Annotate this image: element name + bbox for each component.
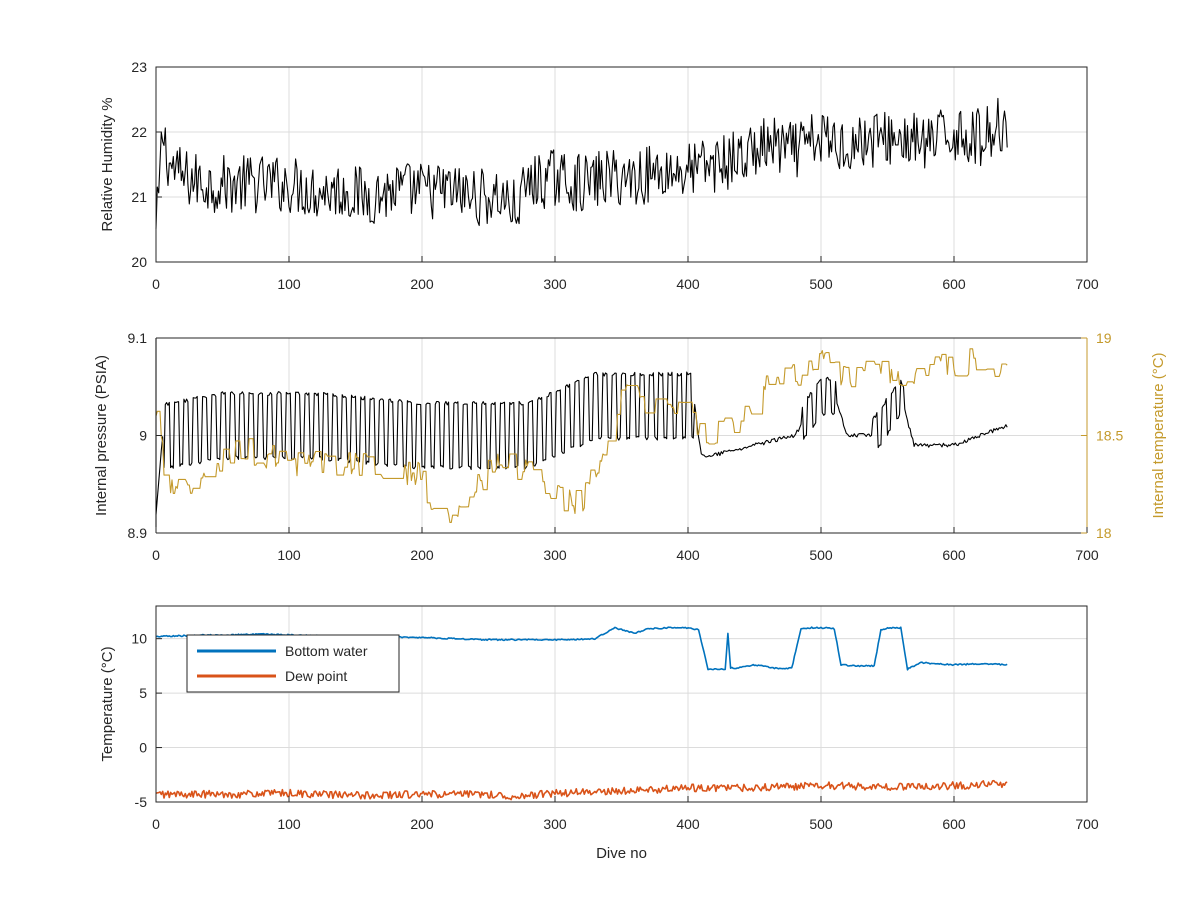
humidity-plot-area (156, 67, 1087, 262)
humidity-series-group (155, 97, 1008, 229)
humidity-y-axis-label: Relative Humidity % (99, 97, 116, 231)
x-tick-label: 500 (809, 547, 833, 563)
x-tick-label: 100 (277, 816, 301, 832)
pressure-series-group (155, 348, 1008, 523)
humidity-panel: 0 100 200 300 400 500 600 700 20 21 22 23 Relative… (99, 59, 1099, 292)
temperature-y-axis-label: Temperature (°C) (99, 646, 116, 761)
x-tick-label: 700 (1075, 816, 1099, 832)
y-tick-label: -5 (135, 794, 148, 810)
pressure-y-ticks: 8.9 9 9.1 (128, 330, 162, 541)
right-y-tick-label: 18 (1096, 525, 1112, 541)
x-tick-label: 200 (410, 816, 434, 832)
x-tick-label: 0 (152, 816, 160, 832)
humidity-axes-box (155, 66, 1088, 263)
pressure-panel: 0 100 200 300 400 500 600 700 8.999.1 1818.519 … (93, 330, 1167, 563)
x-tick-label: 200 (410, 276, 434, 292)
legend-label-bottom-water: Bottom water (285, 643, 368, 659)
x-tick-label: 600 (942, 816, 966, 832)
y-tick-label: 22 (131, 124, 147, 140)
temperature-x-ticks: 0 100 200 300 400 500 600 700 (152, 796, 1099, 832)
x-tick-label: 400 (676, 816, 700, 832)
x-tick-label: 400 (676, 547, 700, 563)
series-line-dew-point (155, 779, 1008, 801)
legend-box (186, 634, 400, 693)
humidity-x-ticks: 0 100 200 300 400 500 600 700 (152, 256, 1099, 292)
x-tick-label: 100 (277, 276, 301, 292)
x-tick-label: 0 (152, 547, 160, 563)
temperature-y-ticks: -5 0 5 10 (131, 631, 162, 810)
y-tick-label: 9.1 (128, 330, 148, 346)
pressure-y-axis-label: Internal pressure (PSIA) (93, 355, 110, 516)
x-tick-label: 500 (809, 816, 833, 832)
x-tick-label: 700 (1075, 547, 1099, 563)
right-y-tick-label: 19 (1096, 330, 1112, 346)
x-tick-label: 600 (942, 276, 966, 292)
temperature-right-ticks: 18 18.5 19 (1081, 330, 1123, 541)
pressure-x-ticks: 0 100 200 300 400 500 600 700 (152, 527, 1099, 563)
legend: Bottom water Dew point (186, 634, 400, 693)
y-tick-label: 23 (131, 59, 147, 75)
x-tick-label: 200 (410, 547, 434, 563)
series-line-relative-humidity (155, 97, 1008, 229)
x-tick-label: 600 (942, 547, 966, 563)
y-tick-label: 21 (131, 189, 147, 205)
x-tick-label: 300 (543, 276, 567, 292)
y-tick-label: 9 (139, 428, 147, 444)
x-tick-label: 500 (809, 276, 833, 292)
series-line-internal-temperature (155, 348, 1008, 523)
x-tick-label: 700 (1075, 276, 1099, 292)
right-y-tick-label: 18.5 (1096, 428, 1123, 444)
y-tick-label: 10 (131, 631, 147, 647)
temperature-axes-box (155, 605, 1088, 803)
series-line-internal-pressure (155, 371, 1008, 515)
legend-label-dew-point: Dew point (285, 668, 347, 684)
humidity-y-ticks: 20 21 22 23 (131, 59, 162, 270)
x-tick-label: 400 (676, 276, 700, 292)
x-axis-label: Dive no (596, 845, 647, 862)
y-tick-label: 8.9 (128, 525, 148, 541)
x-tick-label: 0 (152, 276, 160, 292)
x-tick-label: 100 (277, 547, 301, 563)
x-tick-label: 300 (543, 547, 567, 563)
temperature-right-axis-label: Internal temperature (°C) (1150, 352, 1167, 518)
y-tick-label: 5 (139, 685, 147, 701)
y-tick-label: 0 (139, 740, 147, 756)
x-tick-label: 300 (543, 816, 567, 832)
y-tick-label: 20 (131, 254, 147, 270)
